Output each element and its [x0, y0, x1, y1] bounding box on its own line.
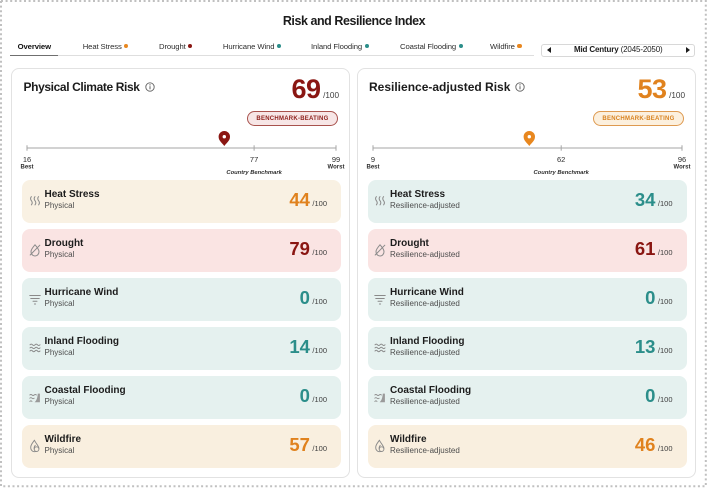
svg-text:Country Benchmark: Country Benchmark [533, 170, 589, 176]
svg-text:Country Benchmark: Country Benchmark [226, 170, 282, 176]
svg-text:Best: Best [366, 165, 379, 171]
svg-text:96: 96 [677, 155, 685, 164]
svg-text:16: 16 [23, 155, 31, 164]
svg-text:Worst: Worst [673, 165, 690, 171]
svg-text:62: 62 [557, 155, 565, 164]
svg-text:9: 9 [370, 155, 374, 164]
svg-text:77: 77 [250, 155, 258, 164]
svg-text:Worst: Worst [328, 165, 345, 171]
svg-text:Best: Best [20, 165, 33, 171]
svg-text:99: 99 [332, 155, 340, 164]
